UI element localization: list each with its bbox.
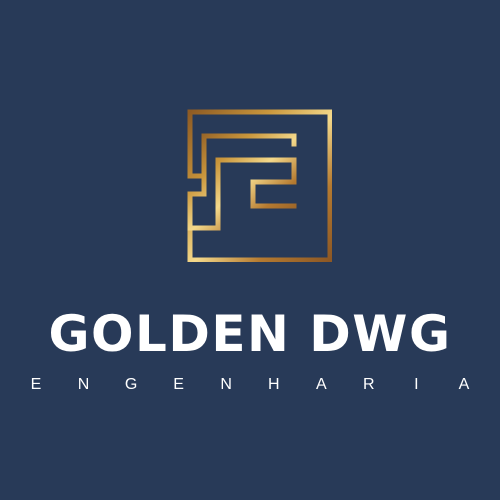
outer-frame-path [187, 109, 332, 262]
brand-tagline: E N G E N H A R I A [29, 373, 471, 397]
tagline-letter: E [30, 376, 42, 393]
tagline-letter: I [414, 376, 419, 393]
brand-name: GOLDEN DWG [48, 305, 452, 363]
tagline-letter: A [458, 376, 470, 393]
tagline-letter: A [315, 376, 327, 393]
golden-g-logo-icon [187, 109, 332, 262]
tagline-letter: N [220, 376, 232, 393]
tagline-letter: R [363, 376, 375, 393]
tagline-letter: N [77, 376, 90, 393]
tagline-letter: H [267, 376, 280, 393]
tagline-letter: G [124, 376, 138, 393]
inner-g-path [187, 133, 297, 231]
tagline-letter: E [173, 376, 184, 393]
